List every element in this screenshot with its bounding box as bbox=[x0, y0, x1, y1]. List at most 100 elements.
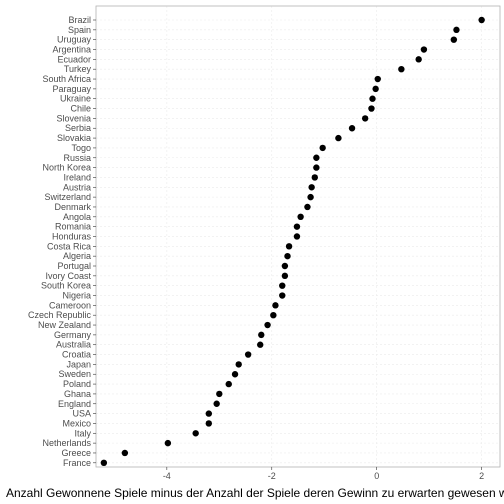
y-tick-label: Costa Rica bbox=[47, 241, 91, 251]
data-point bbox=[308, 184, 315, 191]
y-tick-label: Netherlands bbox=[42, 438, 91, 448]
y-tick-label: Chile bbox=[70, 104, 91, 114]
y-tick-label: Uruguay bbox=[57, 35, 92, 45]
y-tick-label: Ukraine bbox=[60, 94, 91, 104]
y-tick-label: Russia bbox=[63, 153, 91, 163]
data-point bbox=[293, 223, 301, 230]
data-point bbox=[420, 46, 428, 53]
x-tick-label: 2 bbox=[479, 471, 484, 481]
data-point bbox=[285, 243, 293, 250]
data-point bbox=[213, 400, 220, 407]
y-tick-label: Romania bbox=[55, 222, 91, 232]
y-tick-label: Spain bbox=[68, 25, 91, 35]
data-point bbox=[372, 85, 379, 93]
data-point bbox=[319, 144, 326, 152]
data-point bbox=[307, 193, 314, 201]
y-tick-label: Togo bbox=[71, 143, 91, 153]
y-tick-label: Ivory Coast bbox=[45, 271, 91, 281]
y-tick-label: Australia bbox=[56, 340, 91, 350]
data-point bbox=[281, 272, 289, 280]
data-point bbox=[257, 341, 264, 348]
y-tick-label: South Korea bbox=[41, 281, 91, 291]
y-tick-label: Nigeria bbox=[62, 291, 91, 301]
data-point bbox=[293, 233, 301, 240]
y-tick-label: Ghana bbox=[64, 389, 91, 399]
data-point bbox=[164, 439, 172, 447]
y-tick-label: Slovenia bbox=[56, 113, 91, 123]
data-point bbox=[304, 203, 311, 211]
y-tick-label: Serbia bbox=[65, 123, 91, 133]
y-tick-label: North Korea bbox=[42, 163, 91, 173]
y-tick-label: Portugal bbox=[57, 261, 91, 271]
y-tick-label: Ireland bbox=[63, 172, 91, 182]
data-point bbox=[478, 16, 485, 24]
y-tick-label: Italy bbox=[74, 428, 91, 438]
data-point bbox=[205, 410, 213, 417]
y-tick-label: USA bbox=[72, 409, 91, 419]
data-point bbox=[244, 351, 252, 358]
y-tick-label: Croatia bbox=[62, 350, 91, 360]
data-point bbox=[264, 321, 271, 329]
x-tick-label: 0 bbox=[374, 471, 379, 481]
data-point bbox=[313, 164, 320, 171]
y-tick-label: Japan bbox=[66, 359, 91, 369]
y-tick-label: Ecuador bbox=[57, 54, 91, 64]
gridlines bbox=[96, 6, 500, 467]
y-tick-label: Denmark bbox=[54, 202, 91, 212]
x-axis-title: Anzahl Gewonnene Spiele minus der Anzahl… bbox=[6, 486, 504, 500]
x-tick-label: -2 bbox=[268, 471, 276, 481]
data-point bbox=[258, 331, 265, 339]
data-point bbox=[374, 75, 381, 83]
data-point bbox=[279, 282, 286, 289]
data-point bbox=[205, 420, 213, 427]
data-point bbox=[450, 36, 458, 43]
y-tick-label: Germany bbox=[54, 330, 92, 340]
y-tick-label: Austria bbox=[63, 182, 91, 192]
data-point bbox=[348, 125, 356, 132]
y-tick-label: Paraguay bbox=[52, 84, 91, 94]
data-point bbox=[235, 361, 242, 368]
y-tick-label: Algeria bbox=[63, 251, 91, 261]
y-tick-label: Mexico bbox=[62, 418, 91, 428]
data-point bbox=[313, 154, 320, 161]
y-tick-label: Switzerland bbox=[44, 192, 91, 202]
y-tick-label: Poland bbox=[63, 379, 91, 389]
data-point bbox=[121, 449, 129, 457]
y-tick-label: Sweden bbox=[58, 369, 91, 379]
y-tick-label: Cameroon bbox=[49, 300, 91, 310]
data-point bbox=[453, 26, 460, 34]
y-tick-label: Angola bbox=[63, 212, 91, 222]
data-point bbox=[192, 430, 199, 437]
data-point bbox=[284, 252, 291, 260]
data-points bbox=[100, 16, 485, 466]
data-point bbox=[279, 292, 286, 299]
x-axis-ticks: -4 -2 0 2 bbox=[163, 467, 484, 481]
y-tick-label: Slovakia bbox=[57, 133, 91, 143]
data-point bbox=[311, 174, 318, 181]
data-point bbox=[368, 105, 375, 112]
y-tick-label: New Zealand bbox=[38, 320, 91, 330]
data-point bbox=[225, 380, 232, 388]
data-point bbox=[270, 312, 277, 319]
data-point bbox=[272, 302, 279, 309]
data-point bbox=[335, 134, 342, 142]
y-tick-label: South Africa bbox=[42, 74, 91, 84]
data-point bbox=[297, 213, 304, 220]
data-point bbox=[369, 95, 376, 102]
y-tick-label: Brazil bbox=[68, 15, 91, 25]
y-tick-label: England bbox=[58, 399, 91, 409]
data-point bbox=[398, 66, 405, 73]
y-axis-ticks: BrazilSpainUruguayArgentinaEcuadorTurkey… bbox=[28, 15, 96, 468]
data-point bbox=[231, 371, 239, 378]
data-point bbox=[216, 390, 223, 398]
y-tick-label: Greece bbox=[61, 448, 91, 458]
y-tick-label: Honduras bbox=[52, 231, 92, 241]
data-point bbox=[361, 115, 369, 122]
data-point bbox=[281, 262, 289, 270]
data-point bbox=[100, 459, 108, 466]
y-tick-label: Argentina bbox=[52, 45, 91, 55]
y-tick-label: Czech Republic bbox=[28, 310, 92, 320]
y-tick-label: France bbox=[63, 458, 91, 468]
x-tick-label: -4 bbox=[163, 471, 171, 481]
